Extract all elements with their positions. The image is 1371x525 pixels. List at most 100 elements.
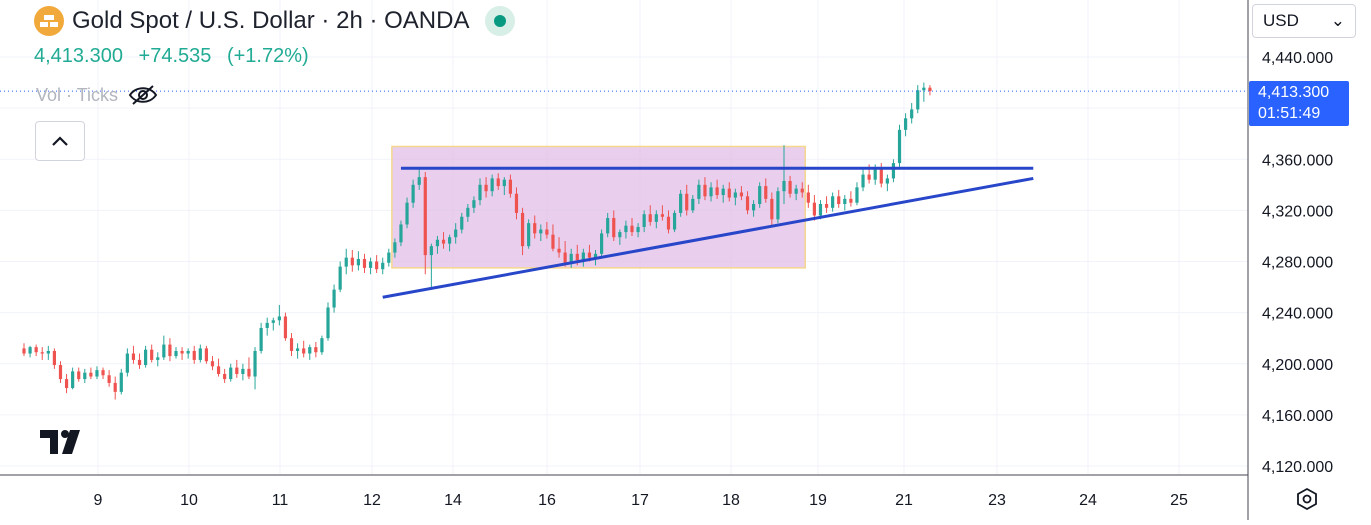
eye-off-icon[interactable] [128, 84, 158, 106]
currency-selector[interactable]: USD ⌄ [1252, 4, 1356, 38]
candle-body [435, 239, 440, 247]
candle-body [71, 371, 75, 389]
currency-label: USD [1263, 11, 1299, 30]
candle-body [794, 188, 798, 194]
symbol-title[interactable]: Gold Spot / U.S. Dollar · 2h · OANDA [72, 7, 470, 34]
candle-body [338, 266, 342, 290]
candle-body [861, 174, 865, 188]
range-rectangle-drawing[interactable] [391, 145, 806, 269]
candle-body [672, 212, 677, 230]
price-axis-tick-label: 4,240.000 [1262, 306, 1333, 323]
market-status[interactable] [485, 6, 516, 36]
chevron-down-icon: ⌄ [1330, 11, 1345, 30]
candle-body [429, 246, 433, 256]
time-axis-tick-label: 11 [272, 492, 289, 509]
candle-body [557, 248, 561, 253]
candle-body [144, 349, 148, 366]
candle-body [393, 242, 397, 253]
time-axis-tick-label: 16 [538, 492, 556, 509]
candle-body [648, 214, 652, 222]
candle-body [514, 193, 519, 213]
candle-body [922, 87, 926, 91]
candle-body [782, 180, 786, 192]
tradingview-logo-icon[interactable] [40, 428, 90, 461]
market-open-dot-icon [494, 15, 507, 27]
time-axis-tick-label: 25 [1170, 492, 1188, 509]
candle-body [849, 198, 853, 203]
candle-body [283, 316, 288, 339]
candle-body [241, 368, 245, 374]
candle-body [296, 348, 300, 351]
candle-body [314, 347, 318, 353]
candle-body [326, 307, 330, 339]
candle-body [496, 178, 500, 187]
candle-body [502, 179, 506, 187]
candle-body [800, 188, 804, 193]
candle-body [180, 350, 184, 354]
candle-body [551, 234, 555, 249]
candle-body [824, 203, 829, 208]
candle-body [654, 214, 658, 222]
candle-body [721, 188, 725, 196]
candle-body [441, 239, 446, 244]
candle-body [58, 365, 63, 380]
time-axis-tick-label: 23 [988, 492, 1006, 509]
candle-body [569, 253, 573, 263]
candle-body [587, 252, 592, 258]
candle-body [879, 169, 883, 184]
support-trendline-drawing[interactable] [382, 176, 1034, 299]
candle-body [174, 350, 178, 357]
candle-body [660, 214, 664, 217]
candle-body [64, 379, 69, 389]
candle-body [770, 198, 774, 220]
candle-body [508, 179, 512, 194]
bar-countdown: 01:51:49 [1258, 105, 1321, 122]
candle-body [119, 372, 123, 392]
symbol-header: Gold Spot / U.S. Dollar · 2h · OANDA [34, 6, 516, 36]
candle-body [490, 178, 494, 192]
candle-body [600, 233, 604, 254]
candle-body [107, 375, 111, 383]
last-price: 4,413.300 [34, 45, 123, 67]
candle-body [332, 289, 336, 308]
candle-body [691, 198, 695, 211]
price-axis-tick-label: 4,120.000 [1262, 459, 1333, 476]
candle-body [709, 187, 713, 197]
candle-body [95, 370, 99, 377]
candle-body [210, 361, 215, 367]
candle-body [259, 327, 263, 351]
price-axis-tick-label: 4,440.000 [1262, 50, 1333, 67]
time-axis-tick-label: 17 [631, 492, 649, 509]
candle-body [818, 203, 823, 216]
candle-body [666, 216, 671, 230]
candle-body [897, 129, 902, 164]
candle-body [52, 350, 56, 366]
candle-body [593, 253, 598, 258]
candle-body [405, 202, 409, 225]
time-axis-tick-label: 9 [94, 492, 103, 509]
candle-body [192, 350, 196, 360]
candle-body [606, 218, 610, 234]
candle-body [867, 174, 871, 180]
candle-body [265, 322, 269, 328]
candle-body [533, 223, 537, 234]
candle-body [101, 370, 105, 376]
candle-body [776, 191, 780, 220]
volume-indicator[interactable]: Vol · Ticks [36, 84, 158, 106]
candle-body [739, 192, 744, 197]
candle-body [764, 186, 768, 199]
candle-body [806, 192, 810, 203]
candle-body [204, 348, 208, 362]
candle-body [34, 347, 38, 353]
candle-body [715, 187, 719, 196]
candle-body [253, 350, 257, 377]
candle-body [733, 192, 737, 198]
collapse-legend-button[interactable] [35, 121, 85, 161]
candle-body [89, 372, 93, 377]
candle-body [843, 198, 847, 204]
candle-body [703, 184, 707, 197]
settings-button[interactable] [1292, 484, 1322, 514]
candle-body [399, 224, 403, 243]
